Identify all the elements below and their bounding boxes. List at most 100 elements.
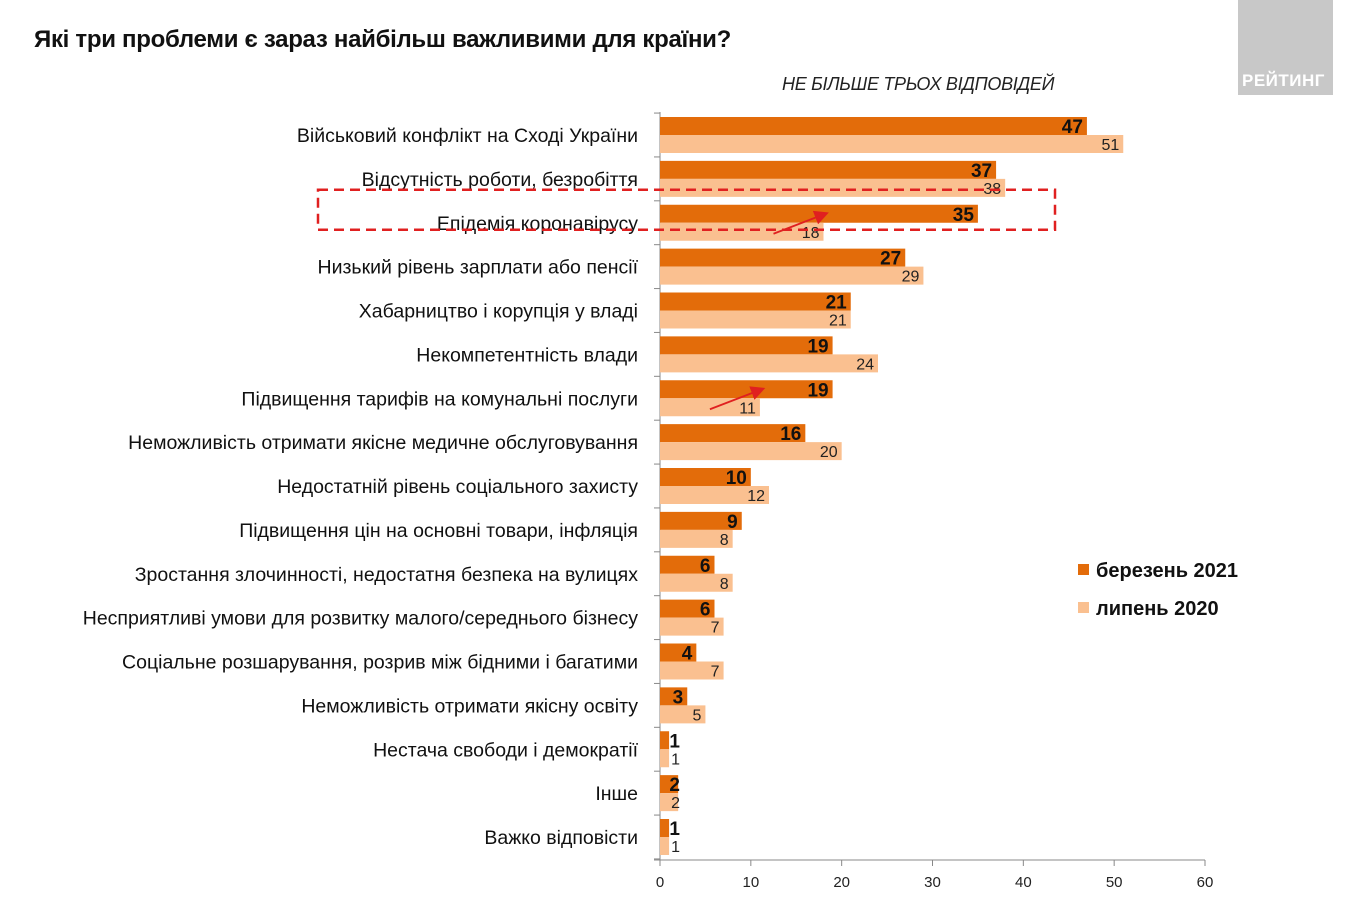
value-label-march-2021: 35: [953, 205, 975, 226]
value-label-march-2021: 6: [700, 556, 711, 577]
value-label-july-2020: 51: [1101, 137, 1119, 154]
x-tick-label: 60: [1197, 874, 1214, 891]
bar-july-2020: [660, 266, 924, 285]
bar-march-2021: [660, 248, 906, 267]
value-label-july-2020: 1: [671, 751, 680, 768]
category-label: Неможливість отримати якісну освіту: [301, 695, 638, 717]
bar-july-2020: [660, 178, 1006, 197]
value-label-july-2020: 29: [902, 269, 920, 286]
bar-march-2021: [660, 380, 833, 399]
bar-july-2020: [660, 705, 706, 724]
bar-july-2020: [660, 310, 851, 329]
value-label-march-2021: 10: [726, 468, 747, 489]
bar-march-2021: [660, 292, 851, 311]
value-label-march-2021: 19: [807, 336, 828, 357]
category-label: Недостатній рівень соціального захисту: [277, 476, 638, 498]
value-label-july-2020: 24: [856, 356, 874, 373]
value-label-march-2021: 16: [780, 424, 801, 445]
value-label-march-2021: 6: [700, 600, 711, 621]
bar-march-2021: [660, 775, 679, 794]
category-label: Нестача свободи і демократії: [373, 739, 639, 761]
bar-march-2021: [660, 336, 833, 355]
bar-july-2020: [660, 529, 733, 548]
x-tick-label: 20: [833, 874, 850, 891]
value-label-march-2021: 19: [807, 380, 828, 401]
bar-july-2020: [660, 837, 670, 855]
legend-label: березень 2021: [1096, 560, 1238, 582]
legend-swatch: [1078, 564, 1089, 575]
value-label-march-2021: 1: [669, 731, 680, 752]
x-tick-label: 0: [656, 874, 664, 891]
bar-july-2020: [660, 222, 824, 241]
category-label: Важко відповісти: [484, 827, 638, 849]
bar-march-2021: [660, 819, 670, 837]
x-tick-label: 30: [924, 874, 941, 891]
bar-july-2020: [660, 749, 670, 768]
x-tick-label: 40: [1015, 874, 1032, 891]
logo-text: РЕЙТИНГ: [1242, 71, 1325, 90]
value-label-july-2020: 21: [829, 313, 847, 330]
value-label-march-2021: 27: [880, 249, 901, 270]
trend-arrow-icon: [773, 210, 829, 235]
bar-march-2021: [660, 117, 1087, 135]
category-label: Неможливість отримати якісне медичне обс…: [128, 432, 638, 454]
category-label: Соціальне розшарування, розрив між бідни…: [122, 652, 638, 674]
bar-march-2021: [660, 599, 715, 618]
bar-march-2021: [660, 204, 978, 223]
chart-subtitle: НЕ БІЛЬШЕ ТРЬОХ ВІДПОВІДЕЙ: [782, 74, 1055, 94]
value-label-july-2020: 11: [739, 400, 756, 417]
trend-arrow-icon: [709, 386, 766, 411]
bar-july-2020: [660, 354, 878, 373]
value-label-july-2020: 7: [711, 664, 720, 681]
value-label-july-2020: 1: [671, 839, 680, 856]
value-label-july-2020: 2: [671, 795, 680, 812]
bar-march-2021: [660, 160, 997, 179]
value-label-july-2020: 8: [720, 576, 729, 593]
category-label: Епідемія коронавірусу: [437, 213, 638, 235]
category-label: Хабарництво і корупція у владі: [359, 301, 638, 323]
value-label-march-2021: 9: [727, 512, 738, 533]
bar-july-2020: [660, 486, 769, 504]
legend-label: липень 2020: [1096, 598, 1219, 620]
value-label-march-2021: 1: [669, 819, 680, 840]
category-label: Низький рівень зарплати або пенсії: [318, 257, 639, 279]
value-label-july-2020: 20: [820, 444, 838, 461]
category-label: Інше: [595, 783, 638, 805]
x-tick-label: 10: [742, 874, 759, 891]
category-label: Несприятливі умови для розвитку малого/с…: [83, 608, 639, 630]
bar-july-2020: [660, 135, 1124, 153]
value-label-march-2021: 37: [971, 161, 992, 182]
value-label-july-2020: 18: [802, 225, 820, 242]
rating-logo: РЕЙТИНГ: [1238, 0, 1333, 95]
bar-july-2020: [660, 793, 679, 812]
chart-title: Які три проблеми є зараз найбільш важлив…: [34, 26, 731, 53]
value-label-july-2020: 7: [711, 620, 720, 637]
category-label: Підвищення тарифів на комунальні послуги: [241, 388, 638, 410]
bar-march-2021: [660, 687, 688, 706]
bar-march-2021: [660, 555, 715, 574]
category-label: Зростання злочинності, недостатня безпек…: [135, 564, 638, 586]
category-label: Некомпетентність влади: [416, 344, 638, 366]
value-label-july-2020: 8: [720, 532, 729, 549]
bar-july-2020: [660, 617, 724, 636]
bar-march-2021: [660, 424, 806, 443]
value-label-march-2021: 4: [682, 644, 693, 665]
x-tick-label: 50: [1106, 874, 1123, 891]
bar-march-2021: [660, 731, 670, 750]
bar-july-2020: [660, 442, 842, 461]
bar-july-2020: [660, 661, 724, 680]
category-label: Військовий конфлікт на Сході України: [297, 125, 638, 147]
bar-march-2021: [660, 643, 697, 662]
bar-july-2020: [660, 398, 760, 417]
value-label-july-2020: 12: [747, 488, 765, 505]
value-label-march-2021: 21: [826, 293, 848, 314]
bar-march-2021: [660, 511, 742, 530]
bar-july-2020: [660, 573, 733, 592]
category-label: Відсутність роботи, безробіття: [362, 169, 638, 191]
legend-swatch: [1078, 602, 1089, 613]
value-label-march-2021: 2: [669, 775, 680, 796]
value-label-march-2021: 47: [1062, 117, 1083, 138]
value-label-july-2020: 5: [693, 707, 702, 724]
highlight-box: [316, 188, 1057, 231]
